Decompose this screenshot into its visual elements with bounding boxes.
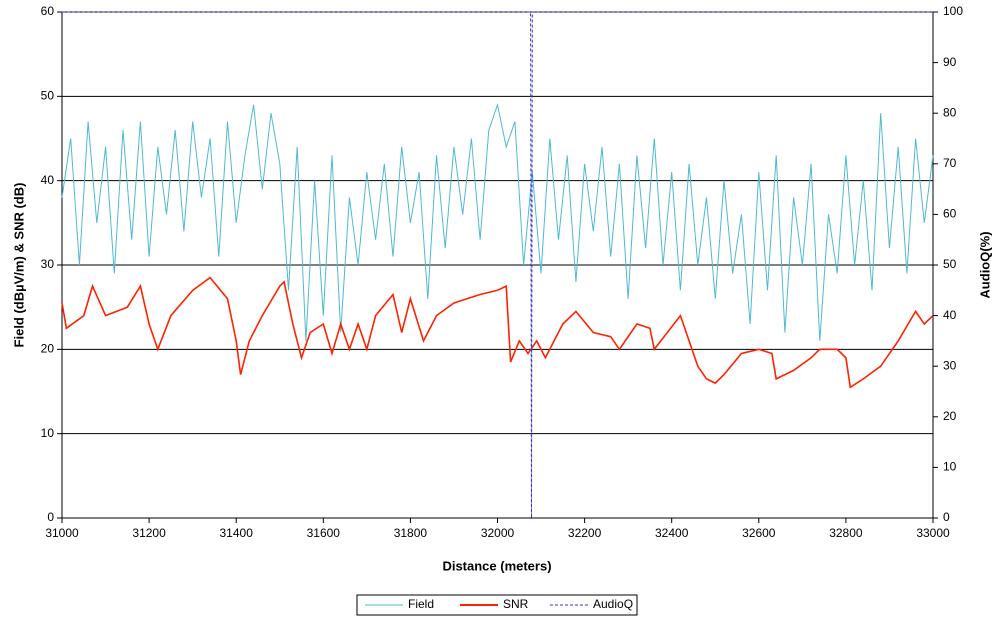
legend-label: Field [408,597,434,611]
y-tick-label: 20 [41,342,55,356]
x-tick-label: 31800 [394,526,428,540]
y-axis-title: Field (dBµV/m) & SNR (dB) [11,183,26,348]
y2-tick-label: 90 [943,55,957,69]
y-tick-label: 60 [41,4,55,18]
y2-tick-label: 30 [943,358,957,372]
y-tick-label: 10 [41,426,55,440]
x-tick-label: 32200 [568,526,602,540]
y2-axis-title: AudioQ(%) [977,231,992,298]
legend-label: SNR [503,597,529,611]
y-tick-label: 40 [41,173,55,187]
x-axis-title: Distance (meters) [442,558,551,573]
y-tick-label: 50 [41,89,55,103]
y2-tick-label: 100 [943,4,963,18]
x-tick-label: 31400 [220,526,254,540]
y2-tick-label: 80 [943,105,957,119]
x-tick-label: 32600 [742,526,776,540]
x-tick-label: 32000 [481,526,515,540]
legend-label: AudioQ [593,597,633,611]
y-tick-label: 30 [41,257,55,271]
x-tick-label: 32400 [655,526,689,540]
y2-tick-label: 40 [943,308,957,322]
y2-tick-label: 20 [943,409,957,423]
y2-tick-label: 0 [943,510,950,524]
x-tick-label: 32800 [829,526,863,540]
x-tick-label: 31200 [132,526,166,540]
x-tick-label: 33000 [916,526,950,540]
y-tick-label: 0 [47,510,54,524]
y2-tick-label: 60 [943,207,957,221]
y2-tick-label: 50 [943,257,957,271]
series-line [61,276,934,389]
y2-tick-label: 10 [943,460,957,474]
x-tick-label: 31600 [307,526,341,540]
x-tick-label: 31000 [45,526,79,540]
y2-tick-label: 70 [943,156,957,170]
series-line [61,102,934,341]
series-line [62,11,933,519]
